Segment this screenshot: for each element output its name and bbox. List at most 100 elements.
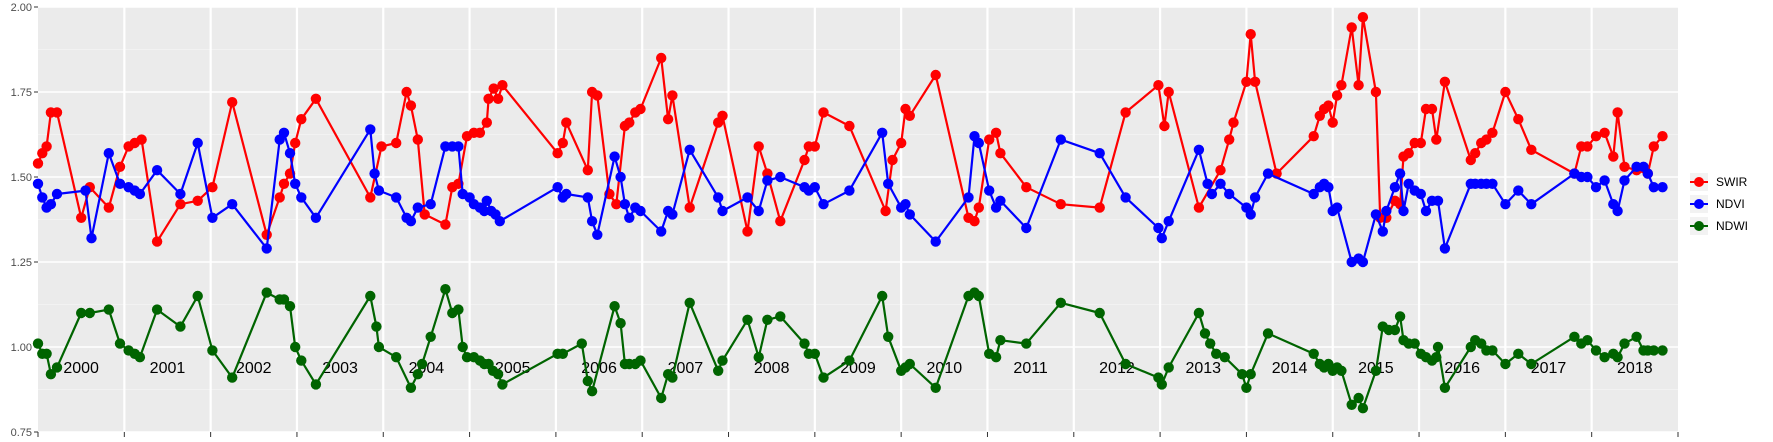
data-point-ndvi: [762, 175, 773, 186]
data-point-ndwi: [1431, 352, 1442, 363]
data-point-ndwi: [1262, 328, 1274, 339]
data-point-ndwi: [1120, 358, 1131, 370]
legend-label: NDVI: [1716, 197, 1745, 211]
data-point-ndvi: [582, 192, 593, 203]
data-point-swir: [497, 80, 508, 91]
data-point-swir: [136, 134, 147, 145]
data-point-ndwi: [1193, 307, 1205, 319]
data-point-swir: [76, 212, 87, 223]
data-point-ndwi: [440, 284, 451, 295]
data-point-swir: [1657, 131, 1668, 142]
data-point-ndwi: [405, 382, 417, 393]
data-point-ndwi: [1094, 307, 1105, 319]
y-tick-label: 1.00: [11, 342, 32, 354]
data-point-ndwi: [76, 307, 87, 319]
data-point-swir: [1245, 29, 1256, 40]
data-point-ndvi: [1308, 188, 1319, 200]
series-ndwi: [32, 284, 1668, 414]
data-point-ndvi: [930, 236, 941, 247]
data-point-ndvi: [877, 127, 888, 138]
data-point-ndvi: [1513, 185, 1524, 196]
data-point-ndvi: [1377, 226, 1389, 237]
data-point-swir: [1608, 151, 1619, 162]
data-point-ndvi: [261, 243, 272, 254]
data-point-ndvi: [1120, 192, 1131, 203]
data-point-ndwi: [1648, 345, 1660, 356]
data-point-ndvi: [1055, 134, 1067, 145]
data-point-ndwi: [615, 318, 626, 329]
data-point-ndvi: [753, 205, 764, 217]
data-point-swir: [1021, 182, 1032, 193]
data-point-swir: [51, 107, 63, 118]
data-point-swir: [492, 93, 504, 105]
y-tick-label: 1.25: [11, 257, 32, 269]
data-point-swir: [1590, 131, 1602, 142]
data-point-ndvi: [51, 188, 63, 200]
data-point-ndvi: [1590, 182, 1602, 193]
data-point-swir: [290, 137, 301, 149]
data-point-ndvi: [624, 212, 635, 223]
data-point-ndvi: [995, 195, 1006, 206]
data-point-swir: [561, 117, 572, 128]
data-point-ndwi: [582, 375, 593, 387]
data-point-swir: [474, 127, 486, 138]
data-point-swir: [365, 192, 376, 203]
data-point-ndwi: [151, 304, 163, 315]
data-point-ndwi: [1582, 335, 1593, 346]
data-point-swir: [592, 90, 603, 101]
data-point-swir: [1336, 80, 1347, 91]
data-point-ndwi: [412, 369, 423, 380]
data-point-ndwi: [416, 358, 428, 370]
data-point-swir: [391, 137, 402, 149]
data-point-ndwi: [284, 301, 296, 312]
data-point-ndwi: [1370, 365, 1382, 376]
data-point-ndwi: [45, 369, 57, 380]
data-point-ndvi: [278, 127, 290, 138]
data-point-swir: [552, 148, 563, 159]
data-point-swir: [488, 83, 499, 94]
data-point-swir: [192, 195, 203, 206]
data-point-ndvi: [284, 148, 296, 159]
data-point-ndvi: [207, 212, 218, 223]
data-point-ndvi: [1439, 243, 1451, 254]
year-label: 2010: [927, 360, 963, 377]
data-point-ndvi: [775, 171, 786, 183]
year-label: 2013: [1185, 360, 1221, 377]
data-point-swir: [995, 148, 1006, 159]
data-point-swir: [973, 202, 984, 213]
data-point-ndvi: [373, 185, 385, 196]
data-point-ndvi: [667, 209, 678, 220]
data-point-ndvi: [713, 192, 724, 203]
data-point-swir: [717, 110, 728, 122]
data-point-ndvi: [1487, 178, 1498, 189]
data-point-swir: [1619, 161, 1630, 172]
data-point-ndwi: [762, 314, 773, 325]
data-point-ndvi: [1163, 216, 1174, 227]
year-label: 2008: [754, 360, 790, 377]
year-label: 2018: [1617, 360, 1653, 377]
data-point-ndvi: [494, 216, 505, 227]
x-axis: 2000 2001 2002 2003 2004 2005 2006 2007 2008 2009…: [37, 360, 1679, 437]
data-point-ndvi: [32, 178, 44, 189]
data-point-swir: [207, 182, 218, 193]
data-point-swir: [405, 100, 417, 111]
year-label: 2003: [322, 360, 358, 377]
data-point-ndwi: [192, 290, 203, 302]
year-label: 2016: [1444, 360, 1480, 377]
data-point-ndwi: [1394, 311, 1406, 322]
data-point-ndvi: [1420, 205, 1432, 217]
data-point-ndwi: [1357, 403, 1369, 414]
data-point-ndvi: [1323, 182, 1334, 193]
data-point-ndwi: [278, 294, 290, 305]
data-point-swir: [274, 192, 285, 203]
legend-marker: [1694, 177, 1704, 187]
data-point-swir: [582, 165, 593, 176]
data-point-ndvi: [984, 185, 995, 196]
data-point-ndvi: [134, 188, 146, 200]
data-point-ndvi: [904, 209, 915, 220]
data-point-swir: [624, 117, 635, 128]
data-point-ndwi: [51, 362, 63, 373]
data-point-swir: [483, 93, 494, 105]
data-point-ndwi: [883, 331, 894, 342]
data-point-ndwi: [371, 321, 382, 332]
